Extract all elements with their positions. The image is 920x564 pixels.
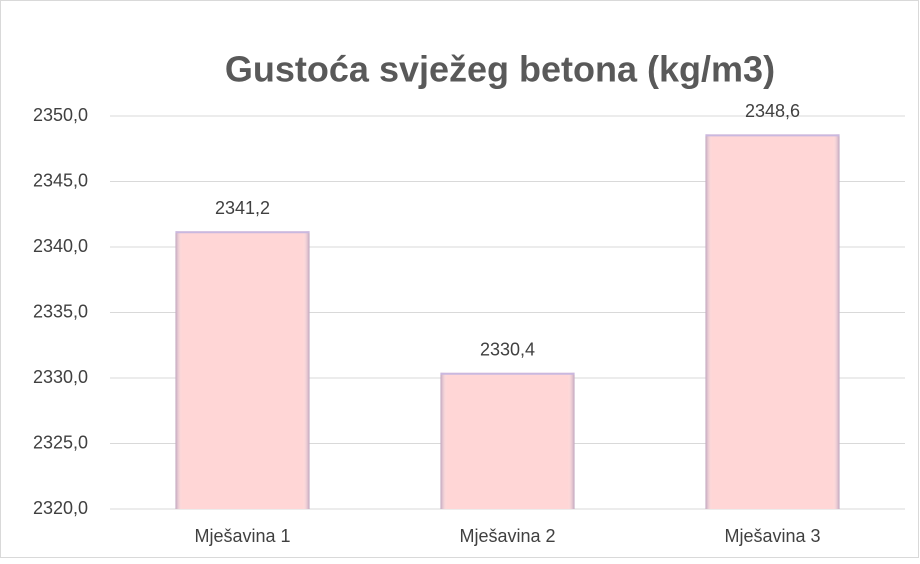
value-label: 2348,6 [745, 101, 800, 121]
value-label: 2330,4 [480, 340, 535, 360]
value-label: 2341,2 [215, 198, 270, 218]
y-tick-label: 2350,0 [33, 105, 88, 125]
bar-shade [440, 372, 575, 509]
y-tick-label: 2345,0 [33, 170, 88, 190]
bar-shade [705, 134, 840, 509]
y-tick-label: 2335,0 [33, 301, 88, 321]
x-tick-label: Mješavina 3 [724, 526, 820, 546]
x-tick-label: Mješavina 2 [459, 526, 555, 546]
chart-title: Gustoća svježeg betona (kg/m3) [225, 49, 775, 90]
x-tick-label: Mješavina 1 [194, 526, 290, 546]
y-tick-label: 2340,0 [33, 236, 88, 256]
y-tick-label: 2330,0 [33, 367, 88, 387]
bar-shade [175, 231, 310, 509]
y-tick-label: 2320,0 [33, 498, 88, 518]
y-tick-label: 2325,0 [33, 432, 88, 452]
